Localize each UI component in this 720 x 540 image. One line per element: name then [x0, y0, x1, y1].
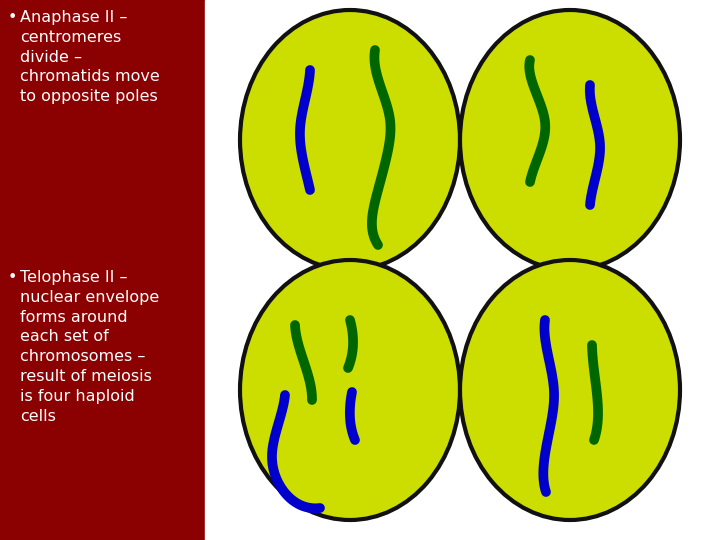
- Ellipse shape: [240, 260, 460, 520]
- Ellipse shape: [240, 10, 460, 270]
- Text: •: •: [8, 270, 17, 285]
- Ellipse shape: [460, 260, 680, 520]
- Text: •: •: [8, 10, 17, 25]
- Text: Telophase II –
nuclear envelope
forms around
each set of
chromosomes –
result of: Telophase II – nuclear envelope forms ar…: [20, 270, 159, 423]
- Ellipse shape: [460, 10, 680, 270]
- Bar: [205, 0, 720, 540]
- Text: Anaphase II –
centromeres
divide –
chromatids move
to opposite poles: Anaphase II – centromeres divide – chrom…: [20, 10, 160, 104]
